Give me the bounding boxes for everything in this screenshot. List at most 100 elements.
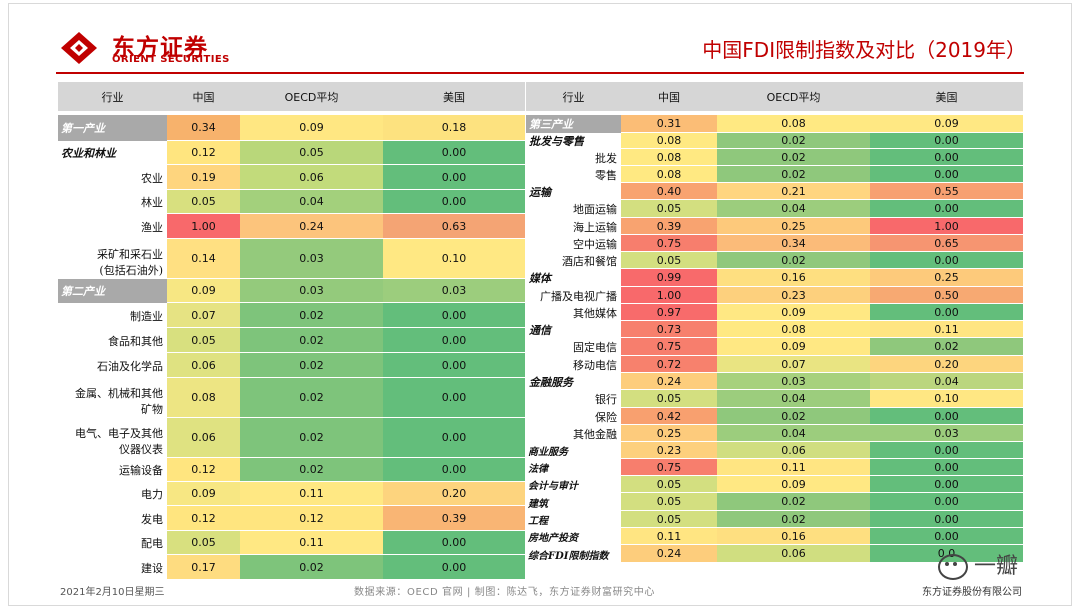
row-label: 石油及化学品 <box>58 353 167 378</box>
value-cell: 0.25 <box>870 269 1023 286</box>
value-cell: 0.05 <box>621 476 717 492</box>
footer-date: 2021年2月10日星期三 <box>60 587 165 598</box>
row-label: 保险 <box>526 408 621 425</box>
value-cell: 0.08 <box>717 321 870 337</box>
value-cell: 0.00 <box>870 442 1023 458</box>
value-cell: 0.00 <box>870 149 1023 165</box>
row-label: 酒店和餐馆 <box>526 252 621 269</box>
value-cell: 0.18 <box>383 115 525 140</box>
value-cell: 0.02 <box>717 511 870 527</box>
column-header: OECD平均 <box>240 82 383 111</box>
value-cell: 0.05 <box>621 200 717 217</box>
value-cell: 0.00 <box>870 459 1023 475</box>
value-cell: 0.04 <box>717 425 870 441</box>
row-label: 配电 <box>58 531 167 555</box>
value-cell: 0.02 <box>717 149 870 165</box>
page-title: 中国FDI限制指数及对比（2019年） <box>702 38 1026 62</box>
value-cell: 0.04 <box>717 200 870 217</box>
value-cell: 0.75 <box>621 338 717 355</box>
value-cell: 0.05 <box>621 390 717 407</box>
value-cell: 0.00 <box>383 328 525 352</box>
value-cell: 0.09 <box>717 338 870 355</box>
value-cell: 0.25 <box>717 218 870 234</box>
value-cell: 0.05 <box>621 493 717 510</box>
value-cell: 0.12 <box>240 506 383 530</box>
value-cell: 0.00 <box>383 303 525 327</box>
value-cell: 0.05 <box>167 531 240 554</box>
value-cell: 0.75 <box>621 459 717 475</box>
value-cell: 0.16 <box>717 528 870 544</box>
value-cell: 0.00 <box>383 378 525 417</box>
value-cell: 0.24 <box>621 545 717 562</box>
value-cell: 0.21 <box>717 183 870 199</box>
row-label-category: 法律 <box>526 459 621 476</box>
value-cell: 0.02 <box>240 458 383 481</box>
row-label-category: 综合FDI限制指数 <box>526 545 621 563</box>
value-cell: 0.99 <box>621 269 717 286</box>
column-header: OECD平均 <box>717 82 870 111</box>
value-cell: 0.00 <box>383 190 525 213</box>
value-cell: 0.50 <box>870 287 1023 303</box>
value-cell: 0.73 <box>621 321 717 337</box>
value-cell: 0.02 <box>717 493 870 510</box>
row-label: 制造业 <box>58 303 167 328</box>
value-cell: 0.00 <box>870 133 1023 148</box>
value-cell: 0.31 <box>621 115 717 132</box>
value-cell: 0.17 <box>167 555 240 579</box>
value-cell: 0.39 <box>621 218 717 234</box>
row-label-line: 矿物 <box>141 403 163 416</box>
value-cell: 0.02 <box>240 555 383 579</box>
value-cell: 0.05 <box>621 511 717 527</box>
row-label-line: 电气、电子及其他 <box>75 427 163 440</box>
row-label-category: 通信 <box>526 321 621 338</box>
value-cell: 1.00 <box>167 214 240 238</box>
row-label: 移动电信 <box>526 356 621 373</box>
row-label: 其他媒体 <box>526 304 621 321</box>
row-label-line: (包括石油外) <box>99 264 163 277</box>
value-cell: 0.06 <box>717 442 870 458</box>
value-cell: 0.08 <box>167 378 240 417</box>
value-cell: 0.24 <box>621 373 717 389</box>
value-cell: 0.20 <box>383 482 525 505</box>
value-cell: 0.02 <box>717 408 870 424</box>
value-cell: 0.63 <box>383 214 525 238</box>
row-label: 地面运输 <box>526 200 621 218</box>
value-cell: 0.39 <box>383 506 525 530</box>
value-cell: 0.09 <box>717 476 870 492</box>
logo-en-text: ORIENT SECURITIES <box>112 54 230 65</box>
value-cell: 1.00 <box>870 218 1023 234</box>
row-label-category: 房地产投资 <box>526 528 621 545</box>
footer-company: 东方证券股份有限公司 <box>922 587 1022 598</box>
value-cell: 0.08 <box>621 149 717 165</box>
row-label: 银行 <box>526 390 621 408</box>
row-label-category: 媒体 <box>526 269 621 287</box>
row-label: 金属、机械和其他 矿物 <box>58 378 167 418</box>
value-cell: 0.08 <box>717 115 870 132</box>
watermark: 一瓣 <box>938 548 1018 580</box>
row-label: 批发 <box>526 149 621 166</box>
value-cell: 0.00 <box>383 531 525 554</box>
row-label-category: 第二产业 <box>58 279 167 303</box>
value-cell: 0.97 <box>621 304 717 320</box>
value-cell: 0.06 <box>240 165 383 189</box>
row-label: 电力 <box>58 482 167 506</box>
value-cell: 0.10 <box>383 239 525 278</box>
logo-cn-text: 东方证券 <box>112 35 208 61</box>
value-cell: 0.00 <box>870 493 1023 510</box>
value-cell: 0.05 <box>240 141 383 164</box>
value-cell: 0.00 <box>870 476 1023 492</box>
value-cell: 0.00 <box>870 200 1023 217</box>
row-label: 林业 <box>58 190 167 214</box>
value-cell: 0.23 <box>621 442 717 458</box>
logo-diamond-icon <box>61 32 97 64</box>
value-cell: 0.75 <box>621 235 717 251</box>
column-header: 美国 <box>870 82 1023 111</box>
value-cell: 0.02 <box>240 303 383 327</box>
value-cell: 0.25 <box>621 425 717 441</box>
row-label-category: 会计与审计 <box>526 476 621 493</box>
value-cell: 0.00 <box>870 252 1023 268</box>
row-label-line: 仪器仪表 <box>119 443 163 456</box>
value-cell: 0.08 <box>621 133 717 148</box>
value-cell: 0.02 <box>717 133 870 148</box>
value-cell: 0.00 <box>383 353 525 377</box>
